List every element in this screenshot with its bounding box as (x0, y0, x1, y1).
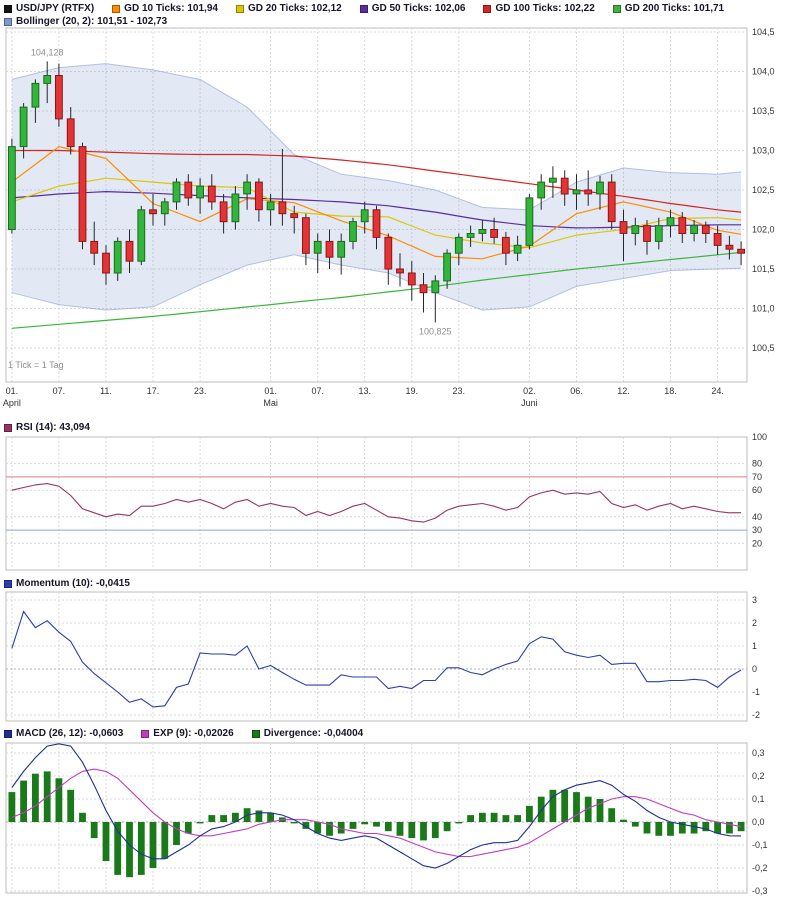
svg-text:30: 30 (752, 525, 762, 535)
svg-text:17.: 17. (147, 386, 160, 396)
svg-text:100: 100 (752, 432, 767, 442)
svg-text:12.: 12. (617, 386, 630, 396)
exp-swatch-icon (141, 729, 150, 738)
legend-gd10: GD 10 Ticks: 101,94 (112, 3, 218, 14)
macd-chart[interactable]: 0,3 0,2 0,1 0,0 -0,1 -0,2 -0,3 (0, 741, 792, 897)
svg-text:01.: 01. (6, 386, 19, 396)
legend-gd20: GD 20 Ticks: 102,12 (235, 3, 342, 14)
svg-text:-0,2: -0,2 (752, 863, 768, 873)
svg-text:06.: 06. (570, 386, 583, 396)
svg-text:-2: -2 (752, 710, 760, 720)
bollinger-swatch-icon (4, 17, 12, 26)
price-legend-row: USD/JPY (RTFX) GD 10 Ticks: 101,94 GD 20… (0, 2, 792, 15)
rsi-chart[interactable]: 100 80 70 60 40 30 20 (0, 432, 792, 572)
price-chart[interactable]: 104,5 104,0 103,5 103,0 102,5 102,0 101,5 101,0… (0, 27, 792, 415)
svg-text:02.: 02. (523, 386, 536, 396)
macd-legend-row: MACD (26, 12): -0,0603 EXP (9): -0,02026… (0, 722, 792, 741)
svg-text:100,825: 100,825 (419, 326, 452, 336)
legend-bollinger-label: Bollinger (20, 2): 101,51 - 102,73 (16, 16, 168, 27)
gd50-swatch-icon (359, 4, 368, 13)
svg-text:Juni: Juni (521, 398, 538, 408)
svg-text:104,0: 104,0 (752, 67, 775, 77)
svg-text:103,5: 103,5 (752, 106, 775, 116)
svg-text:104,5: 104,5 (752, 27, 775, 37)
svg-text:3: 3 (752, 595, 757, 605)
svg-text:0: 0 (752, 664, 757, 674)
svg-text:101,0: 101,0 (752, 304, 775, 314)
svg-text:0,1: 0,1 (752, 794, 765, 804)
svg-text:23.: 23. (194, 386, 207, 396)
momentum-legend-row: Momentum (10): -0,0415 (0, 572, 792, 591)
legend-usdjpy: USD/JPY (RTFX) (4, 3, 94, 14)
legend-gd100-label: GD 100 Ticks: 102,22 (495, 3, 595, 14)
legend-exp: EXP (9): -0,02026 (141, 728, 234, 739)
svg-text:07.: 07. (311, 386, 324, 396)
svg-text:19.: 19. (406, 386, 419, 396)
svg-text:70: 70 (752, 472, 762, 482)
svg-text:1 Tick = 1 Tag: 1 Tick = 1 Tag (8, 360, 64, 370)
legend-usdjpy-label: USD/JPY (RTFX) (16, 3, 95, 14)
gd10-swatch-icon (112, 4, 121, 13)
legend-divergence-label: Divergence: -0,04004 (263, 728, 364, 739)
macd-swatch-icon (4, 729, 12, 738)
legend-rsi-label: RSI (14): 43,094 (16, 422, 90, 433)
svg-text:1: 1 (752, 641, 757, 651)
svg-text:104,128: 104,128 (31, 47, 64, 57)
svg-text:April: April (3, 398, 21, 408)
svg-text:40: 40 (752, 512, 762, 522)
legend-momentum: Momentum (10): -0,0415 (4, 578, 130, 589)
legend-gd50-label: GD 50 Ticks: 102,06 (371, 3, 466, 14)
svg-text:102,0: 102,0 (752, 225, 775, 235)
legend-rsi: RSI (14): 43,094 (4, 422, 90, 433)
legend-macd-label: MACD (26, 12): -0,0603 (16, 728, 124, 739)
svg-text:2: 2 (752, 618, 757, 628)
legend-gd200-label: GD 200 Ticks: 101,71 (624, 3, 725, 14)
svg-text:102,5: 102,5 (752, 185, 775, 195)
svg-text:100,5: 100,5 (752, 343, 775, 353)
momentum-swatch-icon (4, 579, 12, 588)
svg-text:18.: 18. (664, 386, 677, 396)
svg-text:103,0: 103,0 (752, 146, 775, 156)
main-legend-block: USD/JPY (RTFX) GD 10 Ticks: 101,94 GD 20… (0, 0, 792, 28)
gd200-swatch-icon (612, 4, 621, 13)
svg-text:-0,3: -0,3 (752, 886, 768, 896)
legend-gd100: GD 100 Ticks: 102,22 (483, 3, 595, 14)
usdjpy-swatch-icon (4, 4, 12, 13)
svg-text:-0,1: -0,1 (752, 840, 768, 850)
svg-text:23.: 23. (453, 386, 466, 396)
svg-text:24.: 24. (711, 386, 724, 396)
svg-text:Mai: Mai (263, 398, 278, 408)
legend-gd50: GD 50 Ticks: 102,06 (359, 3, 466, 14)
svg-text:0,2: 0,2 (752, 771, 765, 781)
svg-text:101,5: 101,5 (752, 264, 775, 274)
gd100-swatch-icon (483, 4, 492, 13)
legend-macd: MACD (26, 12): -0,0603 (4, 728, 123, 739)
svg-text:13.: 13. (358, 386, 371, 396)
bollinger-legend-row: Bollinger (20, 2): 101,51 - 102,73 (0, 15, 792, 28)
rsi-legend-row: RSI (14): 43,094 (0, 415, 792, 435)
divergence-swatch-icon (251, 729, 260, 738)
svg-text:0,3: 0,3 (752, 748, 765, 758)
gd20-swatch-icon (235, 4, 244, 13)
legend-gd20-label: GD 20 Ticks: 102,12 (247, 3, 342, 14)
momentum-chart[interactable]: 3 2 1 0 -1 -2 (0, 591, 792, 722)
svg-text:20: 20 (752, 538, 762, 548)
svg-text:60: 60 (752, 485, 762, 495)
legend-momentum-label: Momentum (10): -0,0415 (16, 578, 130, 589)
rsi-swatch-icon (4, 423, 12, 432)
legend-divergence: Divergence: -0,04004 (251, 728, 364, 739)
legend-bollinger: Bollinger (20, 2): 101,51 - 102,73 (4, 16, 167, 27)
legend-exp-label: EXP (9): -0,02026 (153, 728, 234, 739)
svg-text:0,0: 0,0 (752, 817, 765, 827)
legend-gd200: GD 200 Ticks: 101,71 (612, 3, 725, 14)
svg-text:11.: 11. (100, 386, 112, 396)
svg-text:80: 80 (752, 459, 762, 469)
svg-text:-1: -1 (752, 687, 760, 697)
svg-text:01.: 01. (264, 386, 277, 396)
svg-text:07.: 07. (53, 386, 66, 396)
legend-gd10-label: GD 10 Ticks: 101,94 (124, 3, 218, 14)
